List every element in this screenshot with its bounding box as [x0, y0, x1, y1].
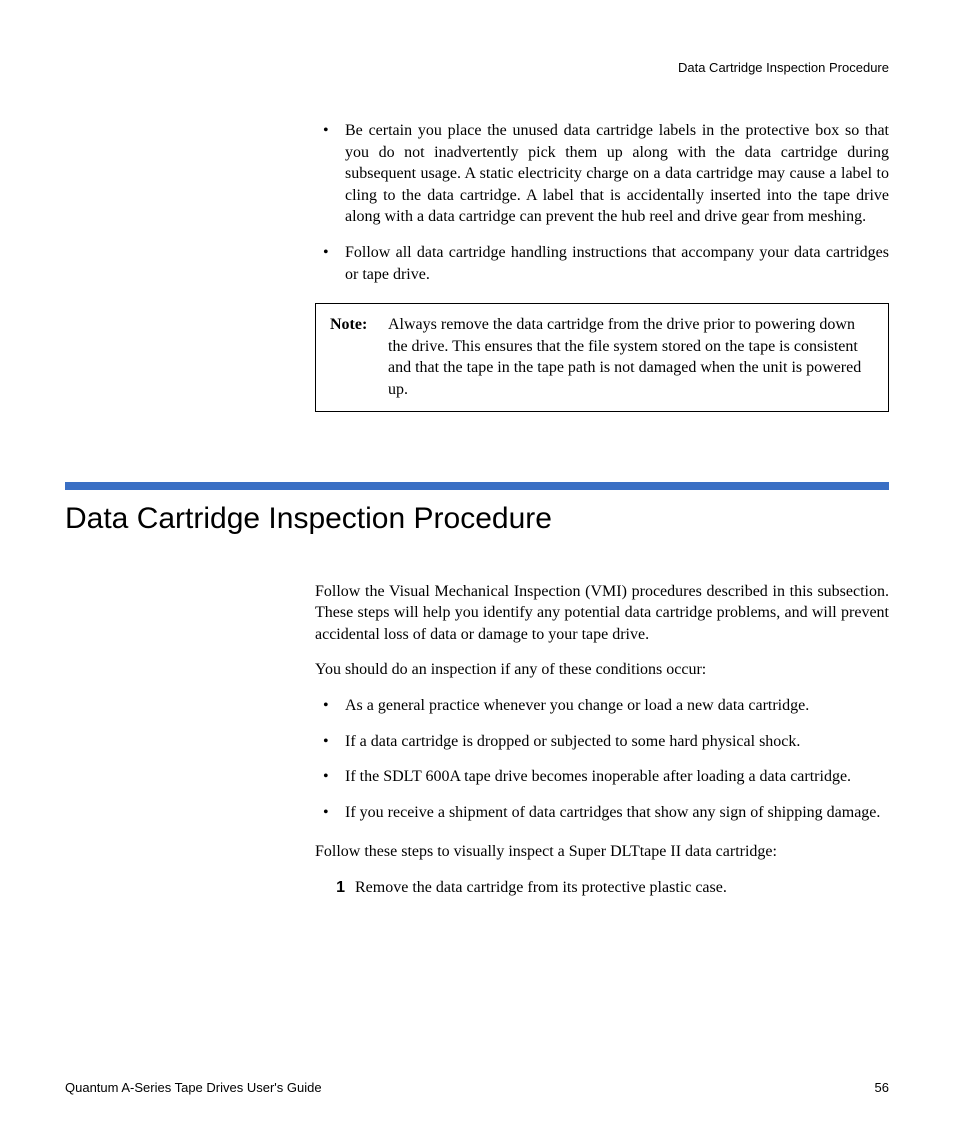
step-item: 1 Remove the data cartridge from its pro…	[315, 877, 889, 899]
list-item: If you receive a shipment of data cartri…	[315, 802, 889, 824]
note-box: Note: Always remove the data cartridge f…	[315, 303, 889, 411]
steps-lead: Follow these steps to visually inspect a…	[315, 841, 889, 863]
top-bullet-list: Be certain you place the unused data car…	[315, 120, 889, 285]
list-item: As a general practice whenever you chang…	[315, 695, 889, 717]
section-title: Data Cartridge Inspection Procedure	[65, 502, 889, 536]
list-item: Be certain you place the unused data car…	[315, 120, 889, 228]
top-content-block: Be certain you place the unused data car…	[315, 120, 889, 412]
section-rule	[65, 482, 889, 490]
step-text: Remove the data cartridge from its prote…	[355, 877, 889, 899]
conditions-list: As a general practice whenever you chang…	[315, 695, 889, 823]
running-header: Data Cartridge Inspection Procedure	[65, 60, 889, 75]
list-item: If the SDLT 600A tape drive becomes inop…	[315, 766, 889, 788]
note-label: Note:	[330, 314, 388, 400]
conditions-lead: You should do an inspection if any of th…	[315, 659, 889, 681]
page-footer: Quantum A-Series Tape Drives User's Guid…	[65, 1080, 889, 1095]
section-intro: Follow the Visual Mechanical Inspection …	[315, 581, 889, 646]
section-content-block: Follow the Visual Mechanical Inspection …	[315, 581, 889, 899]
step-number: 1	[315, 877, 355, 899]
list-item: Follow all data cartridge handling instr…	[315, 242, 889, 285]
note-text: Always remove the data cartridge from th…	[388, 314, 874, 400]
footer-page-number: 56	[875, 1080, 889, 1095]
list-item: If a data cartridge is dropped or subjec…	[315, 731, 889, 753]
footer-left: Quantum A-Series Tape Drives User's Guid…	[65, 1080, 322, 1095]
page: Data Cartridge Inspection Procedure Be c…	[0, 0, 954, 1145]
